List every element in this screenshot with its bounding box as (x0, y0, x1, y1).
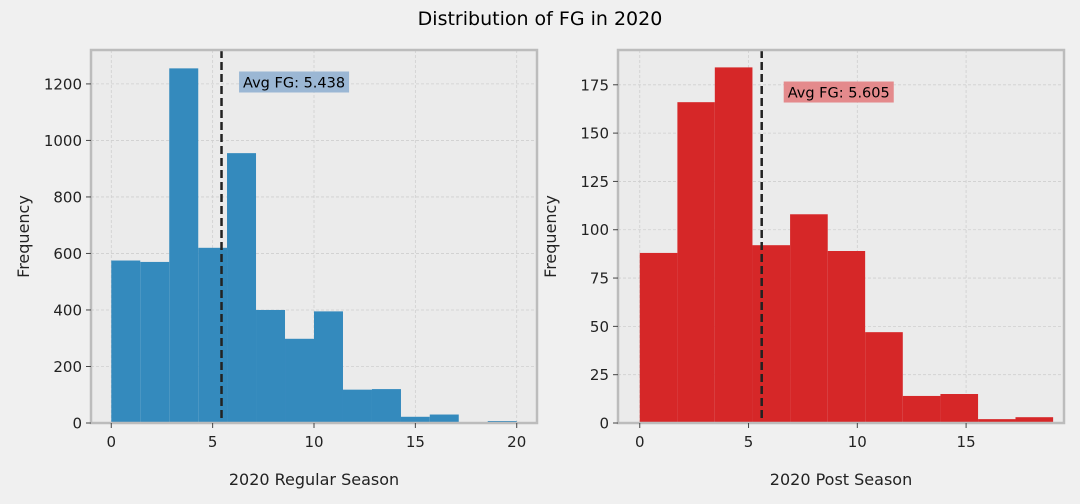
regular-histogram-bar (400, 416, 430, 423)
post-y-tick-label: 175 (580, 76, 609, 94)
post-histogram-bar (902, 395, 941, 423)
regular-mean-annotation: Avg FG: 5.438 (243, 75, 345, 91)
post-y-tick-label: 125 (580, 173, 609, 191)
regular-histogram-bar (285, 338, 314, 423)
regular-y-axis-label: Frequency (14, 195, 33, 278)
post-axes-frame (616, 48, 1066, 425)
regular-histogram-bar (256, 309, 286, 423)
regular-histogram-bar (227, 153, 257, 424)
post-histogram-bar (677, 102, 715, 424)
post-histogram-bar (714, 67, 753, 423)
post-histogram-bar (865, 332, 903, 423)
regular-histogram-bar (314, 311, 343, 423)
regular-x-tick-label: 20 (507, 433, 526, 451)
post-histogram-bar (790, 214, 828, 423)
post-y-tick-label: 25 (590, 366, 609, 384)
post-histogram-bar (752, 245, 791, 423)
regular-y-tick-label: 600 (53, 245, 82, 263)
post-y-tick-label: 150 (580, 125, 609, 143)
post-x-tick-label: 15 (957, 433, 976, 451)
post-y-tick-label: 50 (590, 318, 609, 336)
regular-histogram-bar (111, 260, 141, 423)
post-annotation-box (783, 81, 894, 103)
post-x-tick-label: 10 (848, 433, 867, 451)
regular-x-tick-label: 10 (304, 433, 323, 451)
regular-x-tick-label: 0 (106, 433, 116, 451)
post-mean-annotation: Avg FG: 5.605 (788, 86, 890, 102)
regular-x-tick-label: 15 (406, 433, 425, 451)
post-y-tick-label: 75 (590, 270, 609, 288)
post-histogram-bar (1015, 417, 1054, 423)
post-y-axis-label: Frequency (541, 195, 560, 278)
regular-histogram-bar (169, 68, 199, 423)
post-x-axis-label: 2020 Post Season (770, 470, 912, 489)
regular-histogram-bar (429, 414, 459, 423)
regular-y-tick-label: 0 (72, 415, 82, 433)
post-x-tick-label: 0 (635, 433, 645, 451)
post-y-tick-label: 100 (580, 221, 609, 239)
regular-x-tick-label: 5 (208, 433, 218, 451)
regular-y-tick-label: 400 (53, 301, 82, 319)
figure-title: Distribution of FG in 2020 (418, 8, 663, 30)
post-histogram-bar (940, 394, 979, 423)
regular-y-tick-label: 1000 (44, 132, 82, 150)
regular-y-tick-label: 800 (53, 188, 82, 206)
regular-y-tick-label: 1200 (44, 75, 82, 93)
post-y-tick-label: 0 (599, 415, 609, 433)
regular-histogram-bar (371, 389, 401, 423)
regular-annotation-box (239, 71, 350, 93)
regular-x-axis-label: 2020 Regular Season (229, 470, 399, 489)
regular-histogram-bar (140, 261, 170, 423)
post-histogram-bar (827, 250, 866, 423)
post-histogram-bar (978, 419, 1016, 423)
regular-y-tick-label: 200 (53, 358, 82, 376)
post-x-tick-label: 5 (744, 433, 754, 451)
post-histogram-bar (639, 252, 678, 423)
regular-histogram-bar (198, 247, 228, 423)
regular-histogram-bar (342, 389, 372, 423)
